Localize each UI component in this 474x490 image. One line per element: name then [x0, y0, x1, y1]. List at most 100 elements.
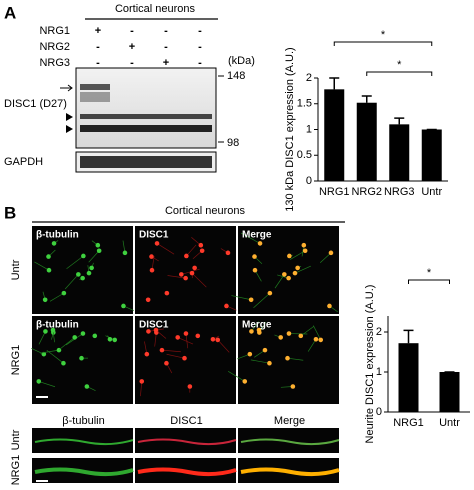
cell-body	[153, 327, 159, 333]
row-label: NRG1	[10, 455, 22, 486]
cell-body	[149, 254, 154, 259]
x-tick-label: NRG2	[351, 186, 382, 198]
neurite	[217, 339, 230, 353]
cell-body	[50, 327, 56, 333]
neurite	[250, 359, 270, 364]
bar	[324, 89, 345, 181]
cell-body	[139, 379, 145, 384]
y-tick-label: 0	[376, 406, 382, 418]
neurite	[300, 325, 315, 337]
error-bar	[361, 95, 372, 103]
cell-body	[84, 384, 90, 389]
condition-sign: -	[198, 57, 202, 69]
column-label: Merge	[274, 415, 305, 427]
cell-body	[328, 250, 334, 256]
neurite	[253, 292, 271, 309]
neurite-trace	[137, 438, 237, 446]
x-tick-label: NRG1	[319, 186, 350, 198]
panel-label: B	[4, 203, 16, 222]
neurite	[167, 275, 186, 279]
cell-body	[215, 337, 221, 343]
x-tick-label: Untr	[439, 417, 460, 429]
significance-label: *	[397, 59, 402, 71]
cell-body	[287, 253, 292, 259]
condition-label: NRG1	[39, 25, 70, 37]
bar	[398, 343, 419, 412]
neurite	[289, 250, 306, 260]
condition-sign: -	[96, 41, 100, 53]
neurite	[38, 381, 56, 388]
neurite-trace	[34, 467, 134, 477]
cell-body	[210, 336, 216, 342]
cell-body	[198, 242, 204, 248]
cell-body	[252, 267, 258, 273]
cell-body	[290, 384, 296, 389]
condition-sign: -	[164, 41, 168, 53]
cell-body	[301, 242, 307, 248]
neurite	[186, 244, 197, 257]
cell-body	[242, 379, 248, 384]
cell-body	[249, 329, 254, 334]
cell-body	[79, 355, 84, 361]
channel-label: Merge	[242, 230, 272, 241]
neurite	[313, 325, 322, 341]
neurite	[140, 381, 143, 397]
column-label: β-tubulin	[62, 415, 104, 427]
significance-bracket	[366, 71, 433, 76]
significance-bracket	[333, 41, 433, 46]
neurite	[88, 250, 100, 263]
cell-body	[122, 250, 128, 256]
cell-body	[292, 270, 298, 276]
cell-body	[86, 270, 92, 276]
cell-body	[282, 272, 287, 277]
cell-body	[192, 265, 197, 271]
neurite	[227, 371, 245, 382]
arrowheads	[66, 113, 73, 133]
neurite	[49, 292, 65, 302]
y-tick-label: 1	[376, 366, 382, 378]
bar	[439, 372, 460, 412]
neurite	[240, 232, 261, 244]
cell-body	[81, 253, 86, 259]
cell-body	[112, 337, 118, 343]
neurite	[231, 295, 252, 301]
y-axis-label: 130 kDa DISC1 expression (A.U.)	[284, 47, 296, 211]
neurite-trace	[240, 467, 340, 477]
cell-body	[183, 331, 189, 336]
column-label: DISC1	[170, 415, 202, 427]
cell-body	[164, 360, 169, 366]
row-label: Untr	[10, 259, 22, 280]
cell-body	[164, 290, 170, 296]
scale-bar	[36, 480, 48, 482]
error-bar	[403, 329, 414, 344]
panel-label: A	[4, 3, 16, 22]
scale-bar	[36, 396, 48, 398]
cell-body	[121, 303, 126, 309]
cell-body	[144, 351, 150, 357]
channel-label: β-tubulin	[36, 320, 79, 331]
bar	[421, 129, 442, 181]
cell-body	[195, 333, 201, 339]
marker-label: 148	[227, 70, 245, 82]
significance-label: *	[381, 29, 386, 41]
cell-body	[224, 303, 229, 309]
row-label: Untr	[10, 429, 22, 450]
neurite	[294, 265, 311, 274]
condition-sign: -	[198, 41, 202, 53]
neurite-strips: β-tubulin DISC1 Merge Untr NRG1	[10, 415, 340, 486]
cell-body	[80, 331, 86, 336]
neurite	[161, 349, 181, 353]
cell-body	[285, 355, 290, 361]
neurite	[287, 357, 304, 361]
neurite	[34, 261, 50, 271]
cell-body	[179, 272, 184, 277]
cell-body	[95, 242, 101, 248]
cell-body	[51, 241, 57, 246]
cell-body	[257, 241, 263, 246]
cell-body	[327, 303, 332, 309]
cell-body	[225, 250, 231, 256]
blot-disc1	[75, 67, 217, 149]
neurite	[156, 243, 175, 255]
neurite	[46, 349, 64, 364]
